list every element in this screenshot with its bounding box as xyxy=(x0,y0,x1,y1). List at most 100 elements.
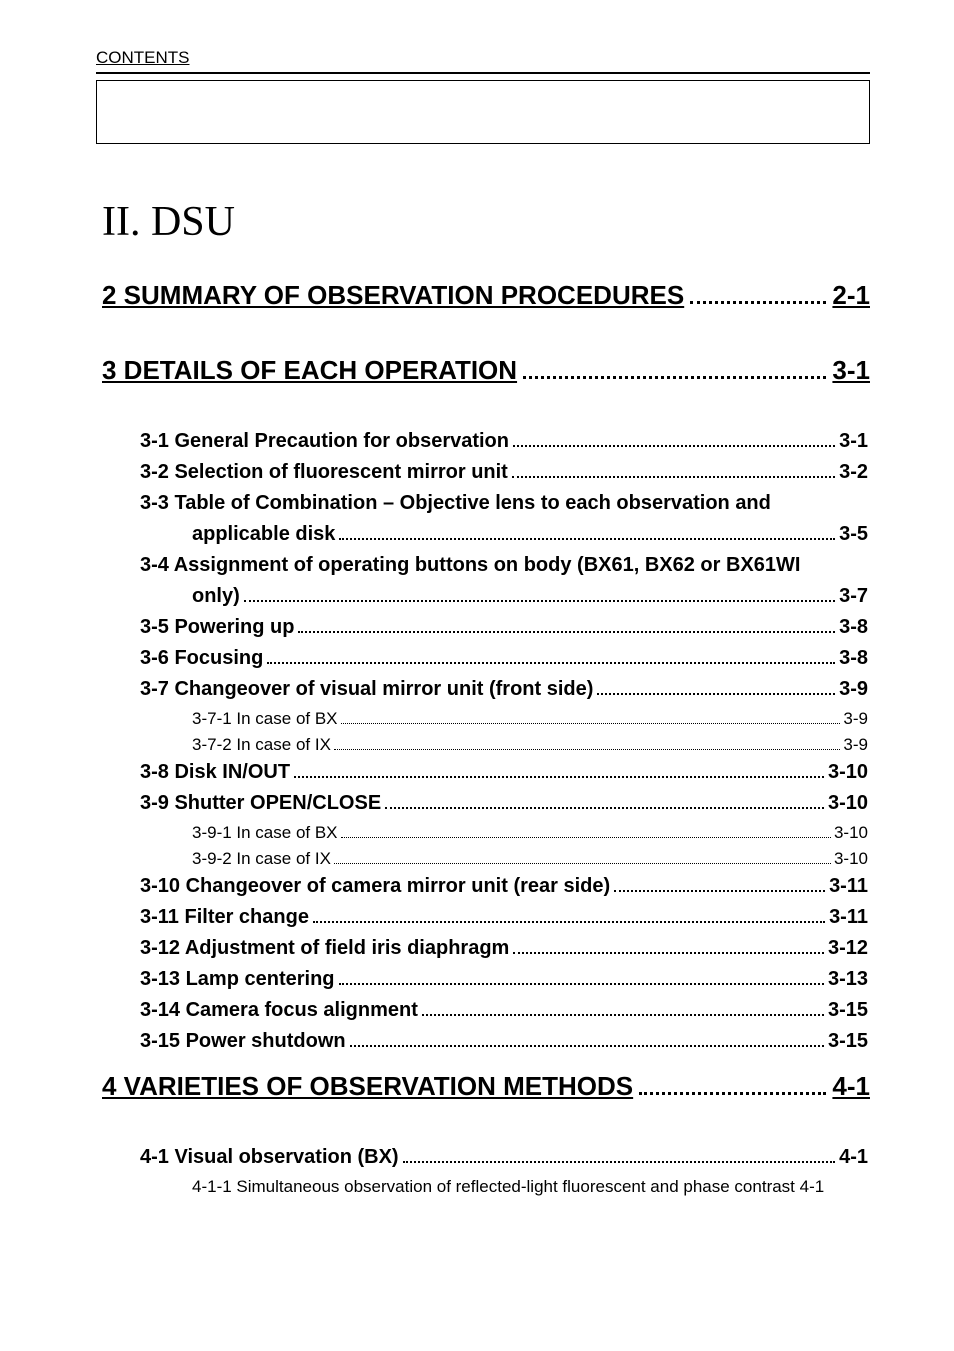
toc-entry-page: 3-2 xyxy=(839,461,868,484)
chapter-2: 2 SUMMARY OF OBSERVATION PROCEDURES 2-1 xyxy=(102,280,870,311)
toc-subentry-page: 3-10 xyxy=(834,849,868,869)
leader-dots xyxy=(339,971,824,985)
toc-entry-page: 3-15 xyxy=(828,1030,868,1053)
toc-entry-page: 3-15 xyxy=(828,999,868,1022)
header-label: CONTENTS xyxy=(96,48,870,68)
leader-dots xyxy=(422,1002,824,1016)
chapter-3: 3 DETAILS OF EACH OPERATION 3-1 xyxy=(102,355,870,386)
toc-entry-title: 3-1 General Precaution for observation xyxy=(140,430,509,453)
chapter-4-page: 4-1 xyxy=(832,1071,870,1102)
toc-entry-title: 3-12 Adjustment of field iris diaphragm xyxy=(140,937,509,960)
toc-entry-page: 3-10 xyxy=(828,792,868,815)
toc-entry-page: 4-1 xyxy=(839,1146,868,1169)
toc-entry-title: 3-3 Table of Combination – Objective len… xyxy=(140,492,771,515)
page: CONTENTS II. DSU 2 SUMMARY OF OBSERVATIO… xyxy=(0,0,954,1351)
leader-dots xyxy=(334,740,841,750)
leader-dots xyxy=(403,1149,836,1163)
toc-subentry: 3-7-2 In case of IX 3-9 xyxy=(192,735,868,755)
toc-subentry-page: 3-9 xyxy=(843,735,868,755)
leader-dots xyxy=(513,433,835,447)
toc-entry: 3-10 Changeover of camera mirror unit (r… xyxy=(140,875,868,898)
toc-entry-title: 3-7 Changeover of visual mirror unit (fr… xyxy=(140,678,593,701)
header-box xyxy=(96,80,870,144)
leader-dots xyxy=(244,588,835,602)
toc-entry: 3-6 Focusing 3-8 xyxy=(140,647,868,670)
toc-subentry: 3-7-1 In case of BX3-9 xyxy=(192,709,868,729)
toc-entry: 3-1 General Precaution for observation 3-… xyxy=(140,430,868,453)
chapter-2-title: 2 SUMMARY OF OBSERVATION PROCEDURES xyxy=(102,280,684,311)
toc-entry: 3-3 Table of Combination – Objective len… xyxy=(140,492,868,515)
toc-entry-page: 3-5 xyxy=(839,523,868,546)
chapter-3-title: 3 DETAILS OF EACH OPERATION xyxy=(102,355,517,386)
toc-entry: 3-5 Powering up 3-8 xyxy=(140,616,868,639)
toc-entry: 3-14 Camera focus alignment 3-15 xyxy=(140,999,868,1022)
chapter-3-page: 3-1 xyxy=(832,355,870,386)
toc-entry: 3-7 Changeover of visual mirror unit (fr… xyxy=(140,678,868,701)
toc-entry-page: 3-10 xyxy=(828,761,868,784)
toc-entry: 3-4 Assignment of operating buttons on b… xyxy=(140,554,868,577)
leader-dots xyxy=(513,940,824,954)
header-rule xyxy=(96,72,870,74)
toc-entry-title: 3-14 Camera focus alignment xyxy=(140,999,418,1022)
toc-subentry-title: 3-9-2 In case of IX xyxy=(192,849,331,869)
toc-entry: 3-11 Filter change 3-11 xyxy=(140,906,868,929)
toc-subentry: 4-1-1 Simultaneous observation of reflec… xyxy=(192,1177,868,1197)
doc-title: II. DSU xyxy=(102,198,870,246)
toc-subentry: 3-9-2 In case of IX 3-10 xyxy=(192,849,868,869)
leader-dots xyxy=(350,1033,824,1047)
toc-subentry-title: 3-7-2 In case of IX xyxy=(192,735,331,755)
leader-dots xyxy=(690,285,826,304)
toc-subentry: 3-9-1 In case of BX 3-10 xyxy=(192,823,868,843)
toc-entry-title: 3-15 Power shutdown xyxy=(140,1030,346,1053)
toc-entry-page: 3-1 xyxy=(839,430,868,453)
leader-dots xyxy=(341,828,831,838)
leader-dots xyxy=(294,764,824,778)
toc-entry-page: 3-9 xyxy=(839,678,868,701)
toc-entry-title: 3-4 Assignment of operating buttons on b… xyxy=(140,554,800,577)
toc-section-3: 3-1 General Precaution for observation 3-… xyxy=(140,430,868,1053)
leader-dots xyxy=(267,650,835,664)
toc-entry: 3-8 Disk IN/OUT 3-10 xyxy=(140,761,868,784)
toc-entry: 3-9 Shutter OPEN/CLOSE 3-10 xyxy=(140,792,868,815)
leader-dots xyxy=(597,681,835,695)
toc-entry-page: 3-12 xyxy=(828,937,868,960)
toc-entry-title: 4-1 Visual observation (BX) xyxy=(140,1146,399,1169)
toc-subentry-title: 3-9-1 In case of BX xyxy=(192,823,338,843)
toc-entry-title: 3-2 Selection of fluorescent mirror unit xyxy=(140,461,508,484)
toc-entry-title: 3-9 Shutter OPEN/CLOSE xyxy=(140,792,381,815)
leader-dots xyxy=(334,854,831,864)
toc-entry-page: 3-11 xyxy=(829,875,868,898)
toc-entry-title: applicable disk xyxy=(192,523,335,546)
leader-dots xyxy=(339,526,835,540)
toc-entry-page: 3-8 xyxy=(839,616,868,639)
toc-section-4: 4-1 Visual observation (BX) 4-1 4-1-1 Si… xyxy=(140,1146,868,1197)
toc-entry-page: 3-7 xyxy=(839,585,868,608)
leader-dots xyxy=(512,464,835,478)
toc-entry: 3-15 Power shutdown 3-15 xyxy=(140,1030,868,1053)
toc-entry: 3-2 Selection of fluorescent mirror unit… xyxy=(140,461,868,484)
toc-entry: 3-12 Adjustment of field iris diaphragm 3… xyxy=(140,937,868,960)
toc-entry-page: 3-11 xyxy=(829,906,868,929)
leader-dots xyxy=(639,1076,826,1095)
toc-entry-title: 3-5 Powering up xyxy=(140,616,294,639)
toc-entry: 3-13 Lamp centering 3-13 xyxy=(140,968,868,991)
toc-entry-title: only) xyxy=(192,585,240,608)
toc-entry-page: 3-8 xyxy=(839,647,868,670)
toc-entry-title: 3-6 Focusing xyxy=(140,647,263,670)
chapter-2-page: 2-1 xyxy=(832,280,870,311)
leader-dots xyxy=(523,360,826,379)
toc-subentry-title: 3-7-1 In case of BX xyxy=(192,709,338,729)
toc-entry-title: 3-13 Lamp centering xyxy=(140,968,335,991)
toc-entry: only) 3-7 xyxy=(192,585,868,608)
leader-dots xyxy=(614,878,825,892)
leader-dots xyxy=(341,714,841,724)
leader-dots xyxy=(298,619,835,633)
chapter-4-title: 4 VARIETIES OF OBSERVATION METHODS xyxy=(102,1071,633,1102)
toc-entry-title: 3-8 Disk IN/OUT xyxy=(140,761,290,784)
toc-subentry-page: 3-10 xyxy=(834,823,868,843)
toc-entry-page: 3-13 xyxy=(828,968,868,991)
chapter-4: 4 VARIETIES OF OBSERVATION METHODS 4-1 xyxy=(102,1071,870,1102)
toc-entry-title: 3-11 Filter change xyxy=(140,906,309,929)
leader-dots xyxy=(385,795,824,809)
toc-entry: applicable disk 3-5 xyxy=(192,523,868,546)
